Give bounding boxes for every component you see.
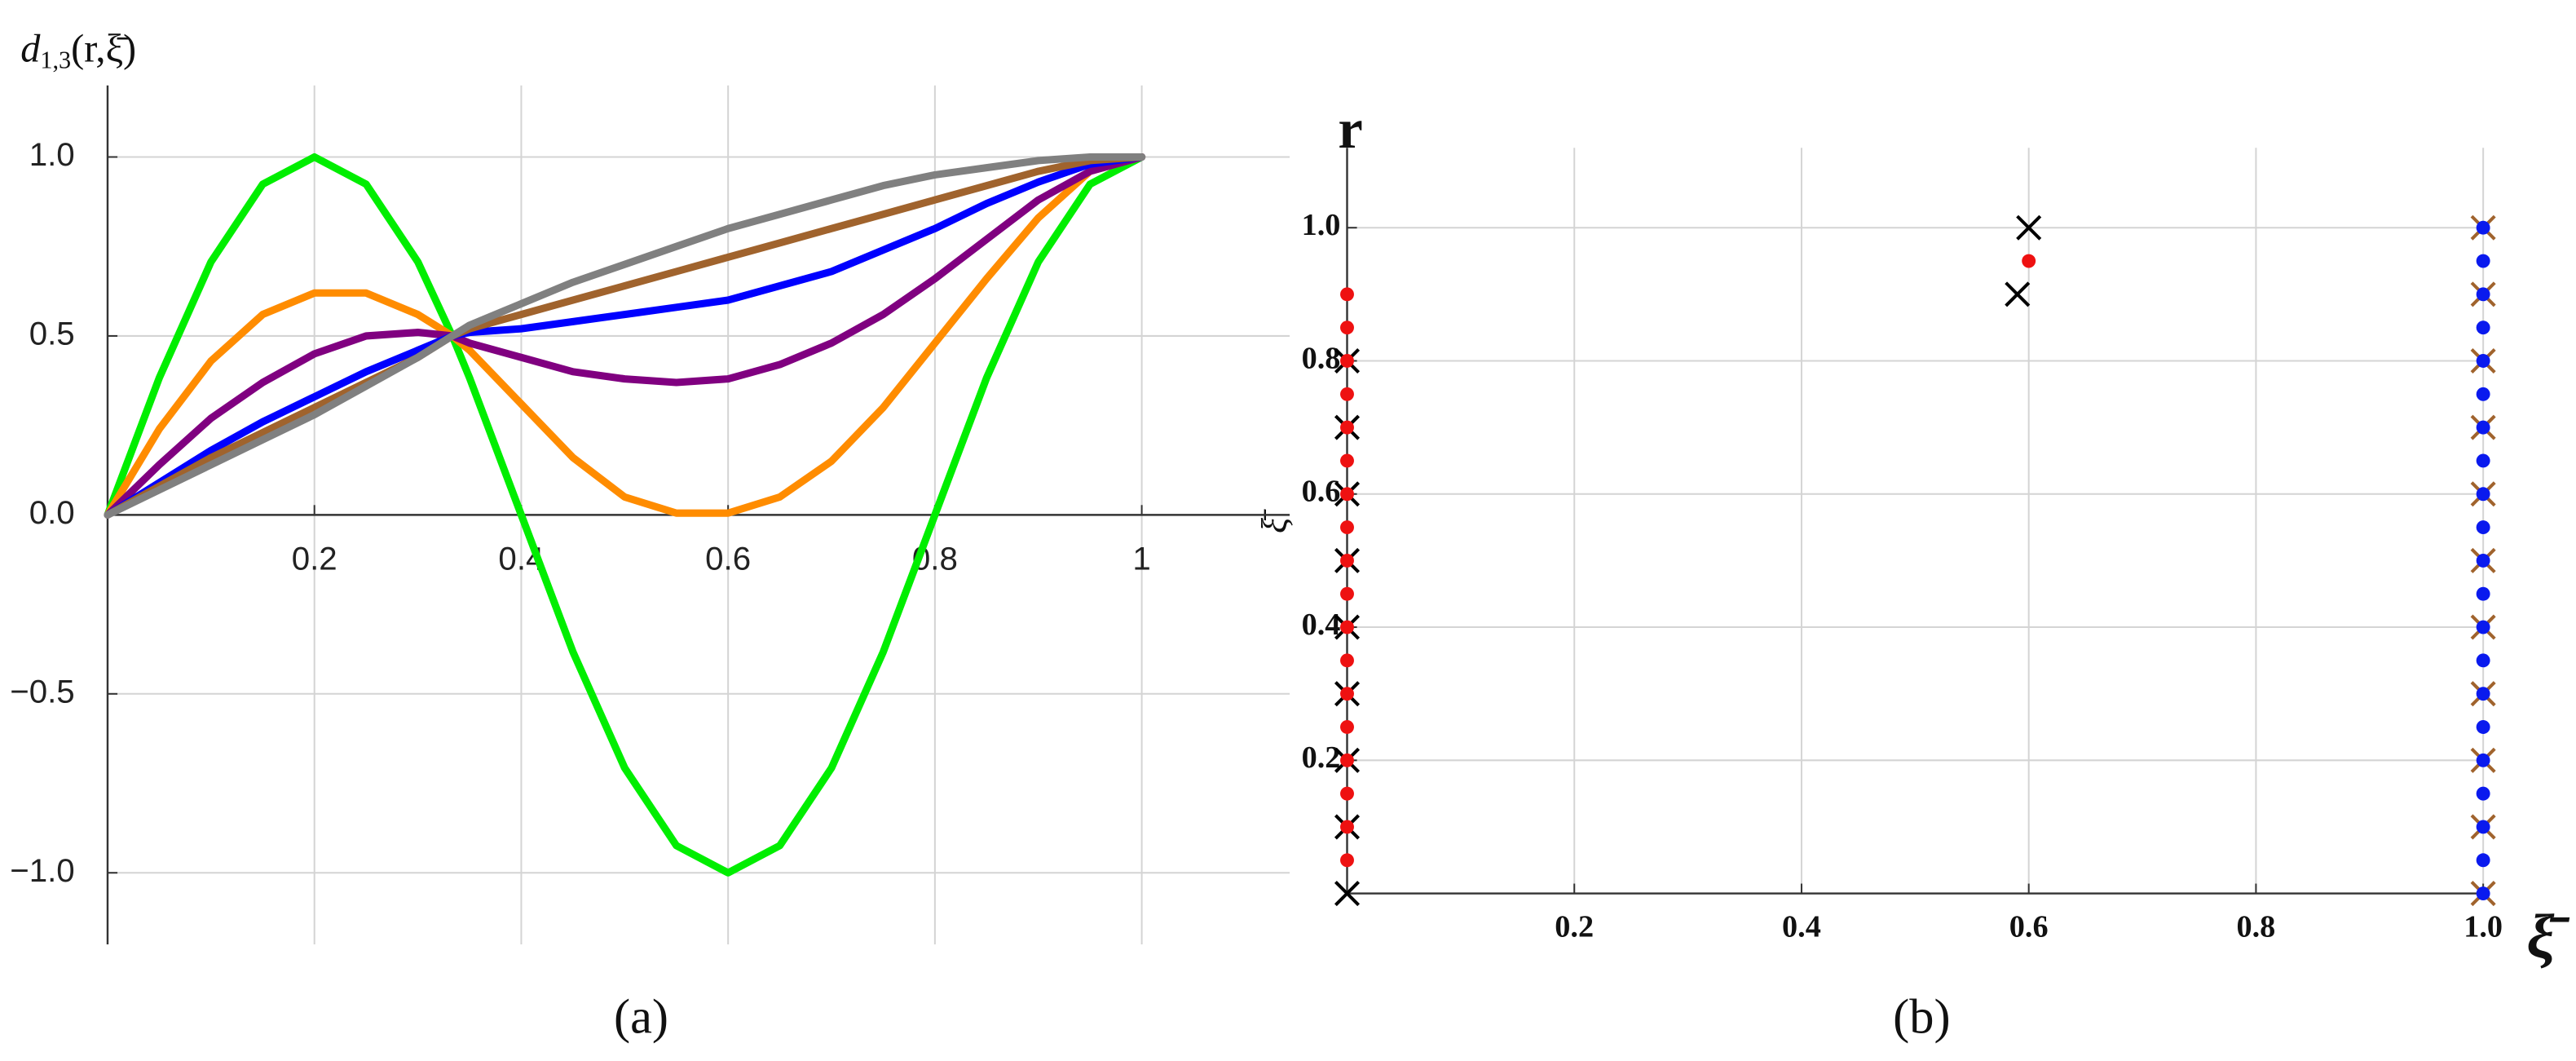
x-tick-label: 0.4 [1782, 910, 1821, 944]
caption: (b) [1893, 990, 1950, 1045]
dot [1340, 853, 1354, 868]
x-stroke [2016, 214, 2042, 241]
y-tick-label: 1.0 [1302, 208, 1341, 242]
dot [1340, 753, 1354, 767]
dot [2476, 820, 2490, 834]
y-label-rest: (r,ξ̄) [71, 28, 136, 71]
y-label-main: d [20, 28, 41, 71]
x-tick-label: 1.0 [2464, 910, 2503, 944]
dot [2476, 687, 2490, 701]
dot [1340, 420, 1354, 435]
y-tick-label: 0.5 [29, 316, 75, 352]
dot [2476, 321, 2490, 335]
dot [2476, 620, 2490, 634]
dot [1340, 786, 1354, 801]
x-marker [1334, 881, 1361, 907]
x-axis-label: ξ̄ [2526, 902, 2569, 971]
dot [1340, 720, 1354, 734]
x-tick-label: 0.6 [2009, 910, 2049, 944]
y-tick-label: −1.0 [10, 852, 75, 889]
y-tick-label: 0.8 [1302, 341, 1341, 375]
x-marker [2016, 214, 2042, 241]
dot [2476, 586, 2490, 601]
dot [2476, 453, 2490, 468]
dot [1340, 487, 1354, 502]
dot [2476, 886, 2490, 901]
y-tick-label: −0.5 [10, 673, 75, 710]
x-tick-label: 0.2 [292, 540, 337, 577]
dot [2022, 254, 2036, 268]
line [104, 153, 1146, 877]
x-tick-label: 0.6 [705, 540, 751, 577]
dot [2476, 653, 2490, 668]
dot [2476, 720, 2490, 734]
dot [1340, 287, 1354, 302]
dot [2476, 520, 2490, 535]
line [104, 153, 1146, 519]
dot [1340, 820, 1354, 834]
dot [2476, 786, 2490, 801]
y-tick-label: 1.0 [29, 136, 75, 173]
line [104, 153, 1146, 519]
line [104, 153, 1146, 519]
dot [2476, 387, 2490, 401]
y-tick-label: 0.2 [1302, 740, 1341, 775]
dot [2476, 487, 2490, 502]
x-stroke [1334, 881, 1361, 907]
caption: (a) [614, 990, 668, 1045]
dot [2476, 753, 2490, 767]
dot [1340, 520, 1354, 535]
y-tick-label: 0.4 [1302, 608, 1341, 642]
y-axis-label: d1,3(r,ξ̄) [20, 28, 136, 74]
dot [1340, 653, 1354, 668]
y-tick-label: 0.0 [29, 494, 75, 531]
x-stroke [2005, 281, 2031, 307]
dot [1340, 553, 1354, 568]
dot [1340, 354, 1354, 368]
dot [2476, 853, 2490, 868]
dot [1340, 586, 1354, 601]
dot [1340, 321, 1354, 335]
line [104, 153, 1146, 519]
dot [2476, 553, 2490, 568]
x-tick-label: 1 [1132, 540, 1150, 577]
dot [1340, 687, 1354, 701]
y-axis-label: r [1338, 98, 1362, 160]
line [104, 153, 1146, 519]
y-label-sub: 1,3 [40, 46, 71, 73]
dot [2476, 287, 2490, 302]
dot [1340, 387, 1354, 401]
annotation: ξ̄ [1255, 509, 1295, 533]
x-marker [2005, 281, 2031, 307]
x-tick-label: 0.8 [2237, 910, 2276, 944]
x-tick-label: 0.2 [1555, 910, 1594, 944]
y-tick-label: 0.6 [1302, 475, 1341, 509]
dot [2476, 354, 2490, 368]
dot [2476, 220, 2490, 235]
dot [1340, 453, 1354, 468]
dot [2476, 420, 2490, 435]
dot [2476, 254, 2490, 268]
dot [1340, 620, 1354, 634]
